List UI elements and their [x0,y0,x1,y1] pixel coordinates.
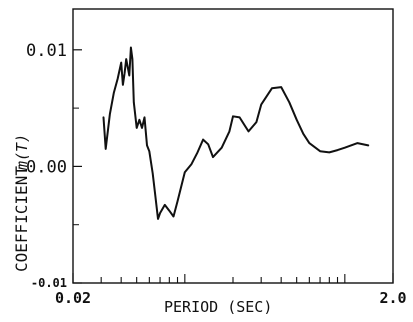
series-layer [102,46,370,220]
y-tick-label: 0.01 [26,41,67,61]
series-line [102,46,370,220]
x-axis-title: PERIOD (SEC) [164,298,272,316]
y-axis-math-label: m(T) [13,134,31,171]
x-tick-label: 0.02 [55,289,91,307]
y-tick-label: 0.00 [26,157,67,177]
y-axis-title: COEFFICIENT [12,166,31,272]
plot-border [72,8,394,284]
plot-frame [72,8,394,284]
axis-ticks [72,49,394,284]
x-tick-label: 2.0 [379,289,406,307]
y-tick-label: -0.01 [31,276,67,290]
axis-labels: 0.02 2.0 0.01 0.00 -0.01 [26,41,407,307]
